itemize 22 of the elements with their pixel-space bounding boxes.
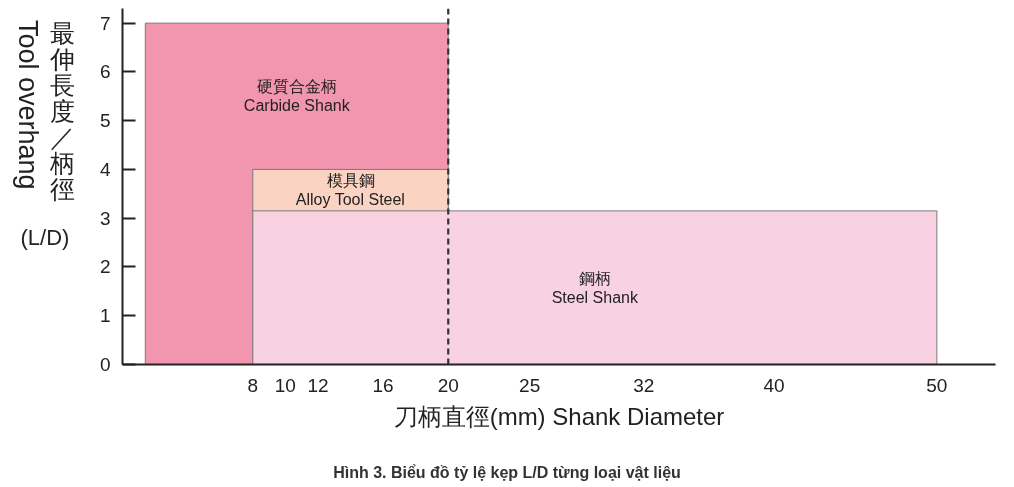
x-tick-label: 32 xyxy=(633,374,655,396)
x-tick-label: 50 xyxy=(926,374,948,396)
x-tick-label: 8 xyxy=(247,374,259,396)
x-tick-label: 10 xyxy=(274,374,296,396)
text: Hình 3. Biểu đồ tỷ lệ kẹp L/D từng loại vật liệu xyxy=(332,463,682,483)
x-tick-label: 40 xyxy=(763,374,785,396)
y-tick-label: 5 xyxy=(99,110,111,132)
series-label: 硬質合金柄 Carbide Shank xyxy=(243,78,351,115)
series-label: 模具鋼 Alloy Tool Steel xyxy=(295,172,405,209)
y-tick-label: 0 xyxy=(99,354,111,375)
series-label: 鋼柄 Steel Shank xyxy=(551,269,639,306)
x-axis-title: 刀柄直徑(mm) Shank Diameter xyxy=(393,402,725,430)
y-tick-label: 7 xyxy=(99,12,111,34)
y-tick-label: 1 xyxy=(99,305,111,327)
y-tick-label: 2 xyxy=(99,256,111,278)
x-tick-label: 12 xyxy=(307,374,329,396)
y-tick-label: 6 xyxy=(99,61,111,83)
x-tick-label: 25 xyxy=(519,374,541,396)
x-tick-label: 20 xyxy=(437,374,459,396)
y-tick-label: 4 xyxy=(99,158,111,180)
y-tick-label: 3 xyxy=(99,207,111,229)
x-tick-label: 16 xyxy=(372,374,394,396)
